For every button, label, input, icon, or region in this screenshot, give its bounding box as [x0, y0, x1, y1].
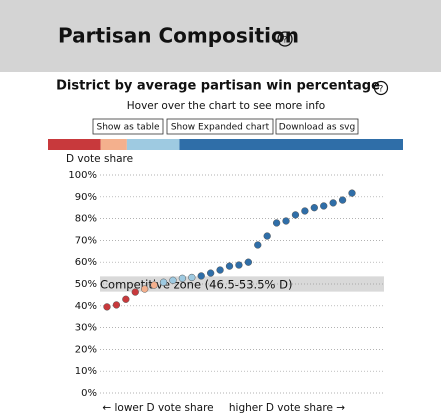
y-tick-label: 40% — [75, 301, 97, 312]
button[interactable] — [92, 118, 164, 135]
y-tick-label: 80% — [75, 214, 97, 225]
button-label[interactable]: Show Expanded chart — [171, 123, 270, 133]
help-icon[interactable] — [373, 80, 389, 96]
point[interactable] — [103, 303, 111, 311]
chart-title: District by average partisan win percent… — [56, 79, 380, 94]
point[interactable] — [188, 273, 196, 282]
chart-subtitle: Hover over the chart to see more info — [127, 100, 325, 112]
point[interactable] — [216, 266, 224, 274]
x-axis-label: ← lower D vote share — [102, 402, 213, 414]
page-title: Partisan Composition — [58, 24, 299, 48]
point[interactable] — [207, 269, 215, 277]
help-icon-text[interactable]: ? — [379, 85, 384, 95]
point[interactable] — [159, 278, 168, 286]
y-tick-label: 50% — [75, 279, 97, 290]
y-tick-label: 90% — [75, 192, 97, 203]
summary-segment — [179, 139, 403, 150]
point[interactable] — [169, 276, 177, 284]
point[interactable] — [329, 199, 337, 207]
point[interactable] — [301, 207, 309, 215]
help-icon-text[interactable]: ? — [283, 36, 288, 46]
point[interactable] — [254, 241, 262, 249]
point[interactable] — [131, 288, 139, 296]
button[interactable] — [275, 118, 359, 135]
y-tick-label: 0% — [81, 388, 97, 399]
point[interactable] — [291, 211, 300, 219]
x-axis-label: higher D vote share → — [229, 402, 345, 414]
y-tick-label: 30% — [75, 323, 97, 334]
summary-segment — [48, 139, 101, 150]
point[interactable] — [282, 217, 290, 225]
button-label[interactable]: Show as table — [96, 123, 159, 133]
point[interactable] — [141, 285, 149, 293]
point[interactable] — [197, 272, 205, 280]
y-tick-label: 10% — [75, 366, 97, 377]
point[interactable] — [235, 261, 243, 269]
point[interactable] — [338, 196, 347, 204]
point[interactable] — [310, 204, 318, 212]
y-tick-label: 60% — [75, 257, 97, 268]
point[interactable] — [244, 258, 252, 266]
point[interactable] — [150, 281, 158, 289]
point[interactable] — [225, 262, 234, 270]
y-tick-label: 70% — [75, 235, 97, 246]
point[interactable] — [263, 232, 271, 240]
button[interactable] — [166, 118, 274, 135]
y-tick-label: 100% — [68, 170, 97, 181]
summary-segment — [100, 139, 127, 150]
point[interactable] — [178, 274, 187, 282]
band-label: Competitive zone (46.5-53.5% D) — [100, 278, 292, 292]
point[interactable] — [272, 219, 281, 227]
button-label[interactable]: Download as svg — [279, 123, 355, 133]
point[interactable] — [122, 295, 130, 303]
header-bg — [0, 0, 441, 72]
point[interactable] — [112, 301, 121, 309]
y-tick-label: 20% — [75, 344, 97, 355]
point[interactable] — [348, 189, 356, 197]
help-icon[interactable] — [277, 31, 293, 47]
summary-segment — [126, 139, 180, 150]
y-axis-label: D vote share — [66, 153, 133, 165]
point[interactable] — [320, 202, 328, 210]
